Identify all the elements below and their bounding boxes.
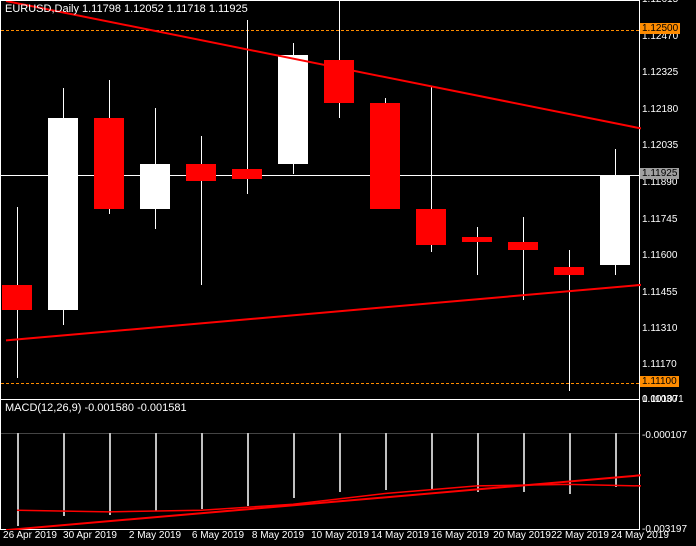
macd-bar (339, 433, 341, 492)
trend-line (6, 285, 641, 341)
y-tick-label: 1.11745 (642, 214, 677, 225)
y-tick-label: 1.11170 (642, 359, 677, 370)
y-tick-label: 1.11455 (642, 287, 677, 298)
candle-body (232, 169, 262, 179)
candle-body (554, 267, 584, 275)
macd-trend-line (6, 475, 641, 530)
macd-panel: MACD(12,26,9) -0.001580 -0.001581 (0, 400, 640, 530)
x-tick-label: 8 May 2019 (252, 530, 304, 541)
macd-bar (109, 433, 111, 515)
y-tick-highlight: 1.11925 (640, 168, 679, 179)
x-tick-label: 20 May 2019 (493, 530, 551, 541)
candle-body (600, 175, 630, 265)
y-tick-label: 1.11600 (642, 250, 677, 261)
macd-bar (477, 433, 479, 492)
macd-y-tick: 0.001071 (642, 394, 684, 405)
candle-wick (201, 136, 202, 285)
x-tick-label: 2 May 2019 (129, 530, 181, 541)
price-panel: EURUSD,Daily 1.11798 1.12052 1.11718 1.1… (0, 0, 640, 400)
macd-y-axis: 0.001071-0.000107-0.003197 (640, 400, 696, 530)
chart-title: EURUSD,Daily 1.11798 1.12052 1.11718 1.1… (5, 3, 248, 15)
macd-bar (569, 433, 571, 494)
x-tick-label: 14 May 2019 (371, 530, 429, 541)
macd-bar (431, 433, 433, 491)
macd-bar (247, 433, 249, 506)
x-tick-label: 24 May 2019 (611, 530, 669, 541)
y-tick-label: 1.12180 (642, 104, 678, 115)
candle-body (94, 118, 124, 209)
y-tick-highlight: 1.12500 (640, 23, 680, 34)
macd-bar (155, 433, 157, 512)
macd-title: MACD(12,26,9) -0.001580 -0.001581 (5, 402, 187, 414)
y-tick-label: 1.12615 (642, 0, 678, 5)
y-tick-label: 1.11310 (642, 323, 677, 334)
macd-bar (615, 433, 617, 488)
candle-body (324, 60, 354, 103)
candle-body (416, 209, 446, 244)
candle-body (508, 242, 538, 250)
candle-body (48, 118, 78, 310)
macd-zero-line (1, 433, 639, 434)
x-tick-label: 10 May 2019 (311, 530, 369, 541)
x-tick-label: 16 May 2019 (431, 530, 489, 541)
macd-overlay (1, 400, 641, 530)
macd-bar (293, 433, 295, 498)
x-tick-label: 26 Apr 2019 (3, 530, 57, 541)
y-tick-highlight: 1.11100 (640, 376, 679, 387)
macd-bar (17, 433, 19, 526)
candle-body (462, 237, 492, 242)
y-tick-label: 1.12035 (642, 140, 678, 151)
x-axis: 26 Apr 2019 30 Apr 2019 2 May 2019 6 May 20… (0, 530, 640, 546)
candle-wick (477, 227, 478, 275)
macd-bar (63, 433, 65, 517)
x-tick-label: 30 Apr 2019 (63, 530, 117, 541)
x-tick-label: 6 May 2019 (192, 530, 244, 541)
horizontal-line (1, 30, 639, 31)
horizontal-line (1, 383, 639, 384)
macd-bar (201, 433, 203, 510)
candle-body (186, 164, 216, 182)
candle-body (140, 164, 170, 209)
macd-y-tick: -0.000107 (642, 430, 687, 441)
y-tick-label: 1.12325 (642, 67, 678, 78)
candle-wick (523, 217, 524, 300)
candle-body (278, 55, 308, 164)
macd-bar (523, 433, 525, 492)
x-tick-label: 22 May 2019 (551, 530, 609, 541)
candle-body (2, 285, 32, 310)
macd-bar (385, 433, 387, 491)
candle-body (370, 103, 400, 209)
price-y-axis: 1.126151.124701.123251.121801.120351.118… (640, 0, 696, 400)
chart-container: EURUSD,Daily 1.11798 1.12052 1.11718 1.1… (0, 0, 696, 546)
